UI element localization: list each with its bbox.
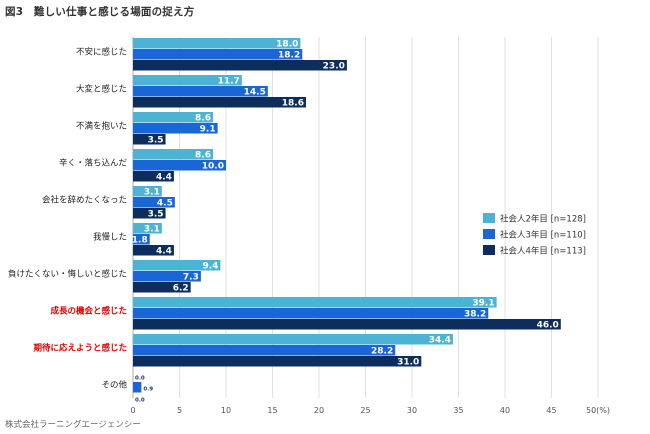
bar <box>133 171 174 182</box>
legend-swatch <box>483 245 495 255</box>
data-label: 9.4 <box>202 262 218 272</box>
data-label: 18.2 <box>278 51 300 61</box>
bar <box>133 319 561 330</box>
bar <box>133 197 175 208</box>
bar <box>133 134 166 145</box>
data-label: 38.2 <box>464 310 486 320</box>
bar <box>133 186 162 197</box>
data-label: 28.2 <box>371 347 393 357</box>
data-label: 8.6 <box>195 114 211 124</box>
x-tick-label: 0 <box>130 406 135 415</box>
x-tick-label: 50(%) <box>586 406 610 415</box>
data-label: 23.0 <box>323 62 345 72</box>
bar <box>133 112 213 123</box>
data-label: 0.0 <box>135 376 145 382</box>
category-label: その他 <box>101 380 127 391</box>
category-label: 我慢した <box>93 232 127 243</box>
data-label: 9.1 <box>200 125 216 135</box>
bar <box>133 86 268 97</box>
category-label: 不安に感じた <box>76 47 127 58</box>
bar <box>133 60 347 71</box>
data-label: 11.7 <box>218 77 240 87</box>
x-tick-label: 20 <box>314 406 324 415</box>
data-label: 0.0 <box>135 398 145 404</box>
data-label: 1.8 <box>132 236 148 246</box>
data-label: 18.0 <box>276 40 298 50</box>
data-label: 4.5 <box>157 199 173 209</box>
x-tick-label: 35 <box>453 406 463 415</box>
bar <box>133 149 213 160</box>
bar <box>133 271 201 282</box>
bar <box>133 49 303 60</box>
x-tick-label: 30 <box>407 406 417 415</box>
data-label: 6.2 <box>173 284 189 294</box>
bar <box>133 260 221 271</box>
bar <box>133 38 301 49</box>
bar <box>133 223 162 234</box>
x-tick-label: 40 <box>500 406 510 415</box>
bar <box>133 208 166 219</box>
bar <box>133 356 422 367</box>
data-label: 4.4 <box>156 247 172 257</box>
bar <box>133 234 150 245</box>
x-tick-label: 10 <box>221 406 231 415</box>
bar <box>133 160 226 171</box>
x-tick-label: 5 <box>177 406 182 415</box>
data-label: 0.9 <box>143 387 153 393</box>
legend-swatch <box>483 213 495 223</box>
bar <box>133 97 306 108</box>
data-label: 4.4 <box>156 173 172 183</box>
data-label: 3.5 <box>148 210 164 220</box>
data-label: 7.3 <box>183 273 199 283</box>
legend-label: 社会人3年目 [n=110] <box>500 230 586 241</box>
x-tick-label: 45 <box>546 406 556 415</box>
category-label: 負けたくない・悔しいと感じた <box>8 269 127 280</box>
x-tick-label: 25 <box>360 406 370 415</box>
data-label: 18.6 <box>282 99 304 109</box>
legend-swatch <box>483 229 495 239</box>
category-label: 成長の機会と感じた <box>50 306 127 317</box>
category-label: 大変と感じた <box>76 84 127 95</box>
data-label: 8.6 <box>195 151 211 161</box>
data-label: 10.0 <box>202 162 224 172</box>
footer-credit: 株式会社ラーニングエージェンシー <box>5 420 141 430</box>
bar <box>133 297 497 308</box>
bar <box>133 75 242 86</box>
data-label: 31.0 <box>397 358 419 368</box>
bar <box>133 334 453 345</box>
chart-title: 図3 難しい仕事と感じる場面の捉え方 <box>5 6 195 18</box>
category-label: 辛く・落ち込んだ <box>59 158 128 169</box>
bar <box>133 245 174 256</box>
legend-label: 社会人4年目 [n=113] <box>500 246 586 257</box>
data-label: 14.5 <box>244 88 266 98</box>
category-label: 不満を抱いた <box>76 121 127 132</box>
data-label: 34.4 <box>429 336 451 346</box>
bar <box>133 282 191 293</box>
bar <box>133 382 142 393</box>
data-label: 3.1 <box>144 225 160 235</box>
category-label: 期待に応えようと感じた <box>33 343 127 354</box>
data-label: 3.5 <box>148 136 164 146</box>
bar <box>133 345 396 356</box>
bar <box>133 308 489 319</box>
legend-label: 社会人2年目 [n=128] <box>500 214 586 225</box>
data-label: 39.1 <box>472 299 494 309</box>
bar <box>133 123 218 134</box>
x-tick-label: 15 <box>267 406 277 415</box>
data-label: 3.1 <box>144 188 160 198</box>
category-label: 会社を辞めたくなった <box>42 195 127 206</box>
data-label: 46.0 <box>537 321 559 331</box>
